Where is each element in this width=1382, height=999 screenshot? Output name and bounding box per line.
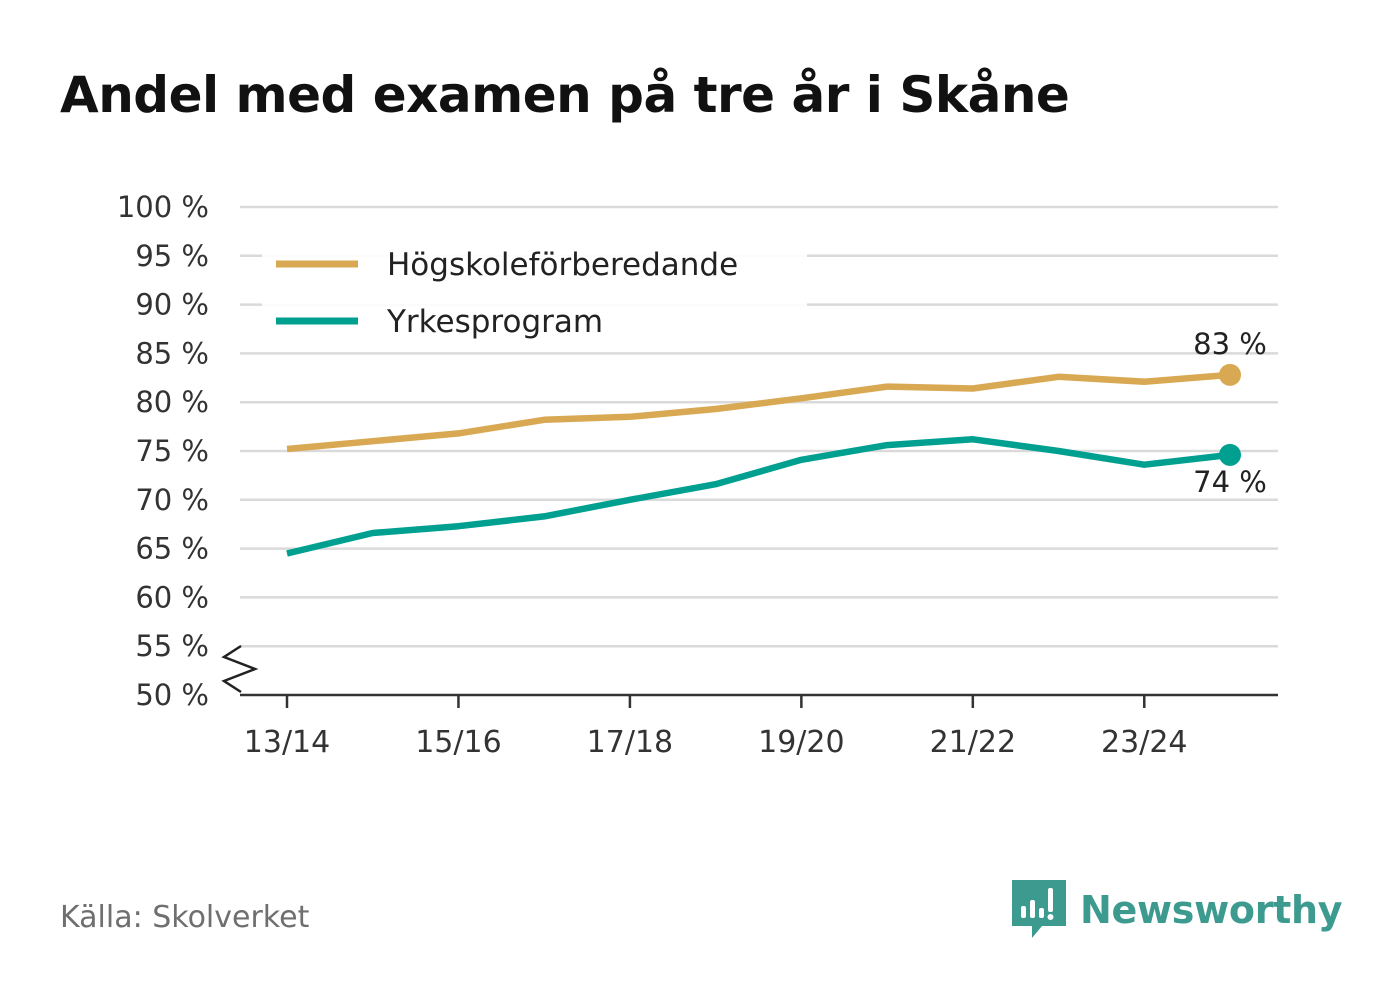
end-label-1: 74 % — [1193, 465, 1267, 499]
x-tick-label-23-24: 23/24 — [1101, 725, 1187, 760]
legend-label-1: Yrkesprogram — [386, 304, 603, 340]
brand-logo: Newsworthy — [1012, 880, 1343, 940]
y-tick-label-100: 100 % — [117, 190, 209, 224]
legend-background — [262, 228, 807, 352]
x-tick-label-17-18: 17/18 — [587, 725, 673, 760]
x-tick-label-21-22: 21/22 — [930, 725, 1016, 760]
y-tick-label-50: 50 % — [135, 678, 209, 712]
y-axis-tick-labels: 50 % 55 % 60 % 65 % 70 % 75 % 80 % 85 % 90 % 95 %… — [117, 190, 209, 712]
x-axis: 13/14 15/16 17/18 19/20 21/22 23/24 — [240, 693, 1278, 760]
y-tick-label-75: 75 % — [135, 434, 209, 468]
legend: Högskoleförberedande Yrkesprogram — [262, 228, 807, 352]
source-note: Källa: Skolverket — [60, 900, 310, 935]
x-tick-label-19-20: 19/20 — [758, 725, 844, 760]
series-lines: 83 % 74 % — [286, 327, 1267, 557]
y-tick-label-80: 80 % — [135, 385, 209, 419]
axis-break-icon — [221, 644, 259, 694]
newsworthy-logo-icon — [1012, 880, 1066, 938]
series-line-0 — [286, 371, 1231, 453]
legend-label-0: Högskoleförberedande — [387, 247, 738, 283]
y-tick-label-90: 90 % — [135, 288, 209, 322]
y-tick-label-65: 65 % — [135, 532, 209, 566]
brand-name: Newsworthy — [1080, 888, 1343, 932]
chart-title: Andel med examen på tre år i Skåne — [60, 66, 1070, 124]
y-tick-label-70: 70 % — [135, 483, 209, 517]
x-tick-label-13-14: 13/14 — [244, 725, 330, 760]
y-tick-label-60: 60 % — [135, 580, 209, 614]
y-tick-label-95: 95 % — [135, 239, 209, 273]
y-tick-label-55: 55 % — [135, 629, 209, 663]
axis-break-zigzag — [221, 644, 259, 694]
end-marker-0 — [1219, 363, 1241, 386]
end-label-0: 83 % — [1193, 327, 1267, 361]
series-line-1 — [286, 436, 1231, 557]
x-tick-label-15-16: 15/16 — [415, 725, 501, 760]
y-tick-label-85: 85 % — [135, 336, 209, 370]
end-marker-1 — [1219, 443, 1241, 466]
